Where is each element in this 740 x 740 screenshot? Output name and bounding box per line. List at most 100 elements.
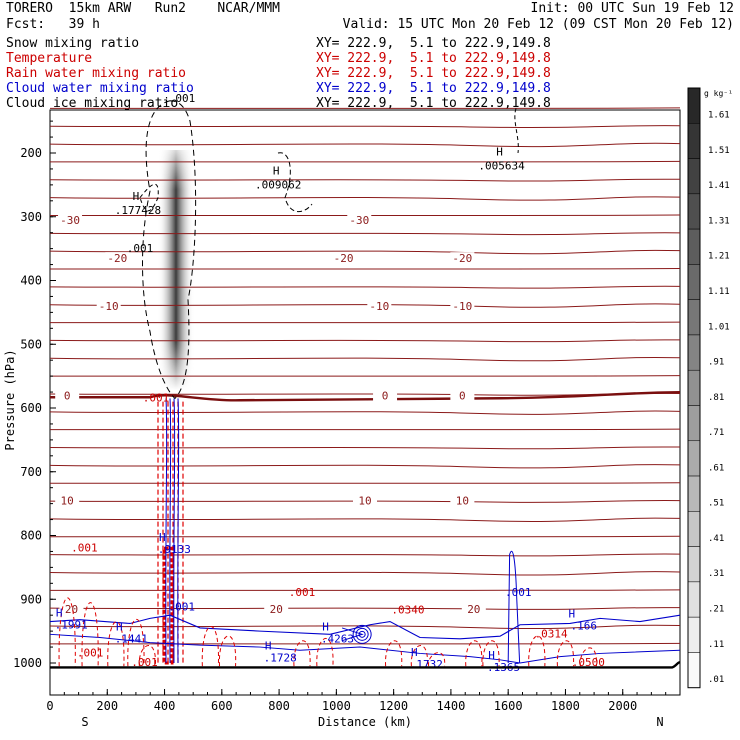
cloud-water-max-value: .1728: [264, 651, 297, 664]
temperature-contour-label: 0: [64, 389, 71, 402]
temperature-isotherm: [49, 571, 681, 576]
temperature-contour-label: 10: [456, 494, 469, 507]
cloud-water-contour: [352, 624, 372, 644]
colorbar-cell: [687, 616, 701, 653]
temperature-isotherm: [49, 517, 681, 522]
temperature-contour-label: 10: [61, 494, 74, 507]
temperature-label-bg: [461, 602, 486, 615]
temperature-isotherm: [50, 428, 681, 431]
colorbar-label: .01: [708, 675, 724, 685]
colorbar-cell: [687, 546, 701, 583]
y-tick-label: 200: [20, 146, 42, 160]
model-title: TORERO 15km ARW Run2 NCAR/MMM: [6, 1, 280, 16]
rain-contour-label: .0314: [535, 628, 568, 641]
temperature-contour-label: 20: [65, 603, 78, 616]
temperature-isotherm: [49, 339, 681, 343]
colorbar-cell: [687, 193, 701, 230]
x-tick-label: 800: [268, 699, 290, 713]
rain-contour: [293, 640, 311, 667]
rain-contour: [556, 640, 574, 667]
colorbar-label: .41: [708, 534, 724, 544]
colorbar-frame: [687, 87, 701, 689]
legend-temperature-range: XY= 222.9, 5.1 to 222.9,149.8: [316, 51, 551, 66]
y-tick-label: 800: [20, 529, 42, 543]
temperature-isotherm: [49, 125, 681, 128]
colorbar-label: 1.51: [708, 146, 730, 156]
cloud-water-contour-label: .001: [505, 586, 532, 599]
temperature-contour-label: -10: [369, 300, 389, 313]
cloud-water-contour: [165, 398, 168, 664]
rain-contour: [219, 635, 237, 667]
colorbar-label: .81: [708, 393, 724, 403]
colorbar-cell: [687, 440, 701, 477]
temperature-label-bg: [353, 494, 377, 507]
x-axis-title: Distance (km): [318, 715, 412, 729]
colorbar-label: .11: [708, 640, 724, 650]
temperature-isotherm: [49, 178, 681, 182]
temperature-label-bg: [347, 213, 372, 226]
temperature-contour-label: -30: [60, 214, 80, 227]
temperature-isotherm: [49, 589, 681, 591]
legend-cloud-water: Cloud water mixing ratio: [6, 81, 194, 96]
legend-cloud-ice-range: XY= 222.9, 5.1 to 222.9,149.8: [316, 96, 551, 111]
rain-contour-label: .001: [77, 647, 104, 660]
y-tick-label: 900: [20, 592, 42, 606]
cloud-ice-label: .001: [169, 92, 196, 105]
colorbar-cell: [687, 228, 701, 265]
colorbar-cell: [687, 299, 701, 336]
rain-contour: [410, 645, 428, 667]
rain-contour: [316, 638, 334, 667]
y-tick-label: 1000: [13, 656, 42, 670]
cloud-water-max-H: H: [159, 531, 166, 544]
temperature-isotherm: [49, 356, 681, 362]
rain-contour-core: [162, 546, 174, 665]
colorbar-cell: [687, 511, 701, 547]
cloud-water-contour-label: .001: [168, 601, 195, 614]
colorbar-label: .91: [708, 358, 724, 368]
cloud-water-contour: [49, 614, 681, 640]
colorbar-cell: [687, 123, 701, 159]
cloud-water-max-H: H: [322, 620, 329, 633]
rain-contour-label: .001: [143, 392, 170, 405]
temperature-label-bg: [331, 252, 356, 265]
cloud-water-contour: [358, 630, 366, 638]
x-tick-label: 200: [96, 699, 118, 713]
snow-contour: [139, 183, 159, 212]
ground-line: [50, 661, 681, 669]
cloud-water-max-H: H: [56, 606, 63, 619]
temperature-label-bg: [105, 252, 130, 265]
x-tick-label: 600: [211, 699, 233, 713]
cloud-water-contour: [177, 398, 180, 664]
rain-contour: [528, 635, 546, 667]
colorbar-cell: [687, 405, 701, 442]
legend-cloud-water-range: XY= 222.9, 5.1 to 222.9,149.8: [316, 81, 551, 96]
temperature-isotherm: [50, 375, 681, 377]
x-tick-label: 1000: [322, 699, 351, 713]
colorbar-cell: [687, 87, 701, 124]
temperature-contour-label: -20: [334, 252, 354, 265]
temperature-contour-label: -10: [452, 300, 472, 313]
y-axis-title: Pressure (hPa): [3, 349, 17, 450]
cloud-water-max-value: .1732: [410, 658, 443, 671]
y-tick-label: 600: [20, 401, 42, 415]
temperature-isotherm: [49, 232, 681, 236]
legend-temperature: Temperature: [6, 51, 93, 66]
temperature-contour-label: 20: [467, 603, 480, 616]
valid-time: Valid: 15 UTC Mon 20 Feb 12 (09 CST Mon …: [342, 17, 734, 32]
temperature-isotherm: [49, 464, 681, 469]
cloud-water-max-H: H: [265, 639, 272, 652]
cloud-water-max-value: .4263: [321, 632, 354, 645]
temperature-label-bg: [55, 389, 80, 402]
cloud-water-contour: [169, 398, 172, 664]
x-tick-label: 400: [154, 699, 176, 713]
temperature-isotherm: [49, 553, 681, 557]
snow-contour: [277, 152, 313, 213]
rain-contour-label: .001: [289, 586, 316, 599]
colorbar-label: 1.11: [708, 287, 730, 297]
colorbar-label: 1.41: [708, 181, 730, 191]
temperature-contour-label: 20: [270, 603, 283, 616]
temperature-label-bg: [264, 602, 289, 615]
x-end-label-north: N: [656, 715, 663, 729]
temperature-isotherm: [49, 142, 681, 148]
legend-rain-range: XY= 222.9, 5.1 to 222.9,149.8: [316, 66, 551, 81]
